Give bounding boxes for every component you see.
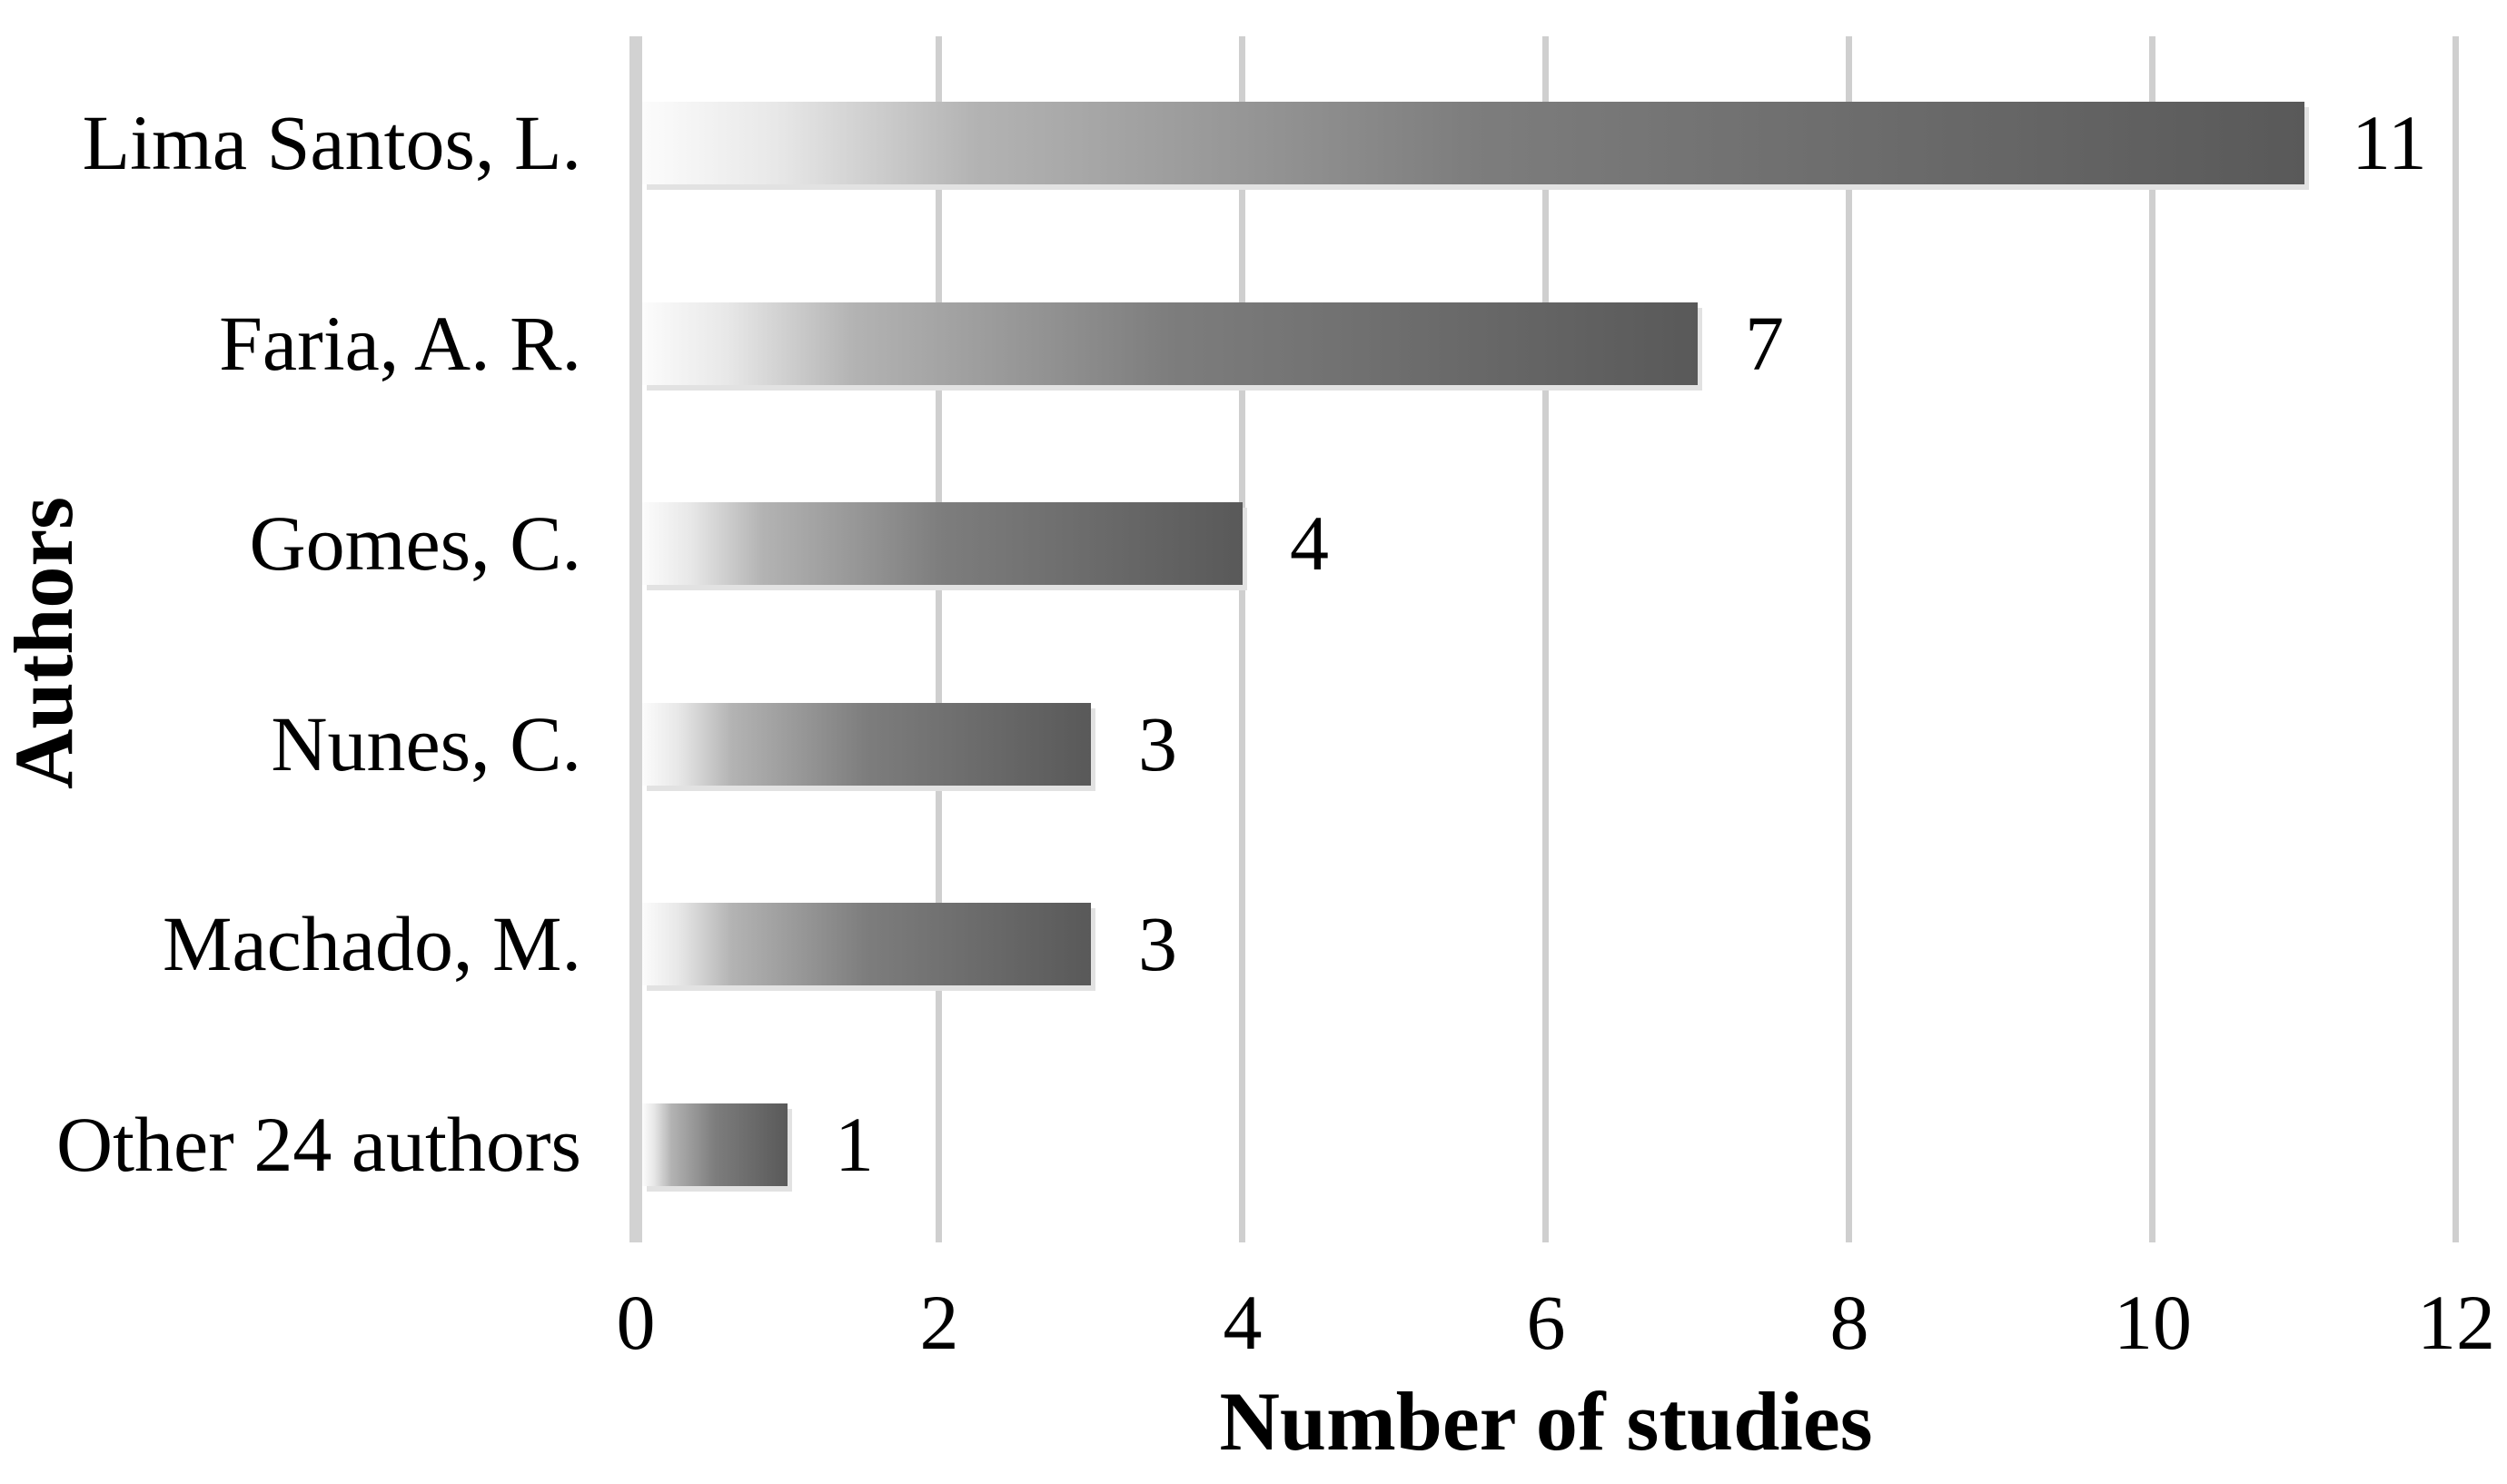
gridline — [2452, 36, 2459, 1242]
category-label: Other 24 authors — [56, 1101, 581, 1188]
value-label: 3 — [1138, 900, 1177, 987]
gridline — [2149, 36, 2155, 1242]
gridline — [1542, 36, 1549, 1242]
x-tick-label: 0 — [616, 1279, 656, 1366]
x-tick-label: 10 — [2114, 1279, 2192, 1366]
bar — [642, 1103, 788, 1186]
value-label: 7 — [1745, 300, 1784, 387]
x-tick-label: 6 — [1526, 1279, 1566, 1366]
category-label: Gomes, C. — [249, 500, 582, 587]
category-label: Nunes, C. — [271, 700, 581, 787]
bar — [642, 703, 1091, 786]
x-tick-label: 2 — [919, 1279, 959, 1366]
bar — [642, 502, 1243, 585]
x-tick-label: 4 — [1223, 1279, 1263, 1366]
y-axis-line — [629, 36, 642, 1242]
gridline — [1239, 36, 1245, 1242]
bar — [642, 302, 1698, 385]
category-label: Faria, A. R. — [219, 300, 581, 387]
category-label: Lima Santos, L. — [82, 99, 581, 186]
gridline — [1846, 36, 1852, 1242]
x-axis-title: Number of studies — [1219, 1375, 1873, 1468]
bar — [642, 102, 2304, 184]
bar — [642, 903, 1091, 985]
value-label: 3 — [1138, 700, 1177, 787]
x-tick-label: 12 — [2417, 1279, 2495, 1366]
value-label: 4 — [1290, 500, 1329, 587]
category-label: Machado, M. — [163, 900, 581, 987]
x-tick-label: 8 — [1829, 1279, 1869, 1366]
value-label: 11 — [2352, 99, 2427, 186]
gridline — [936, 36, 942, 1242]
value-label: 1 — [835, 1101, 874, 1188]
